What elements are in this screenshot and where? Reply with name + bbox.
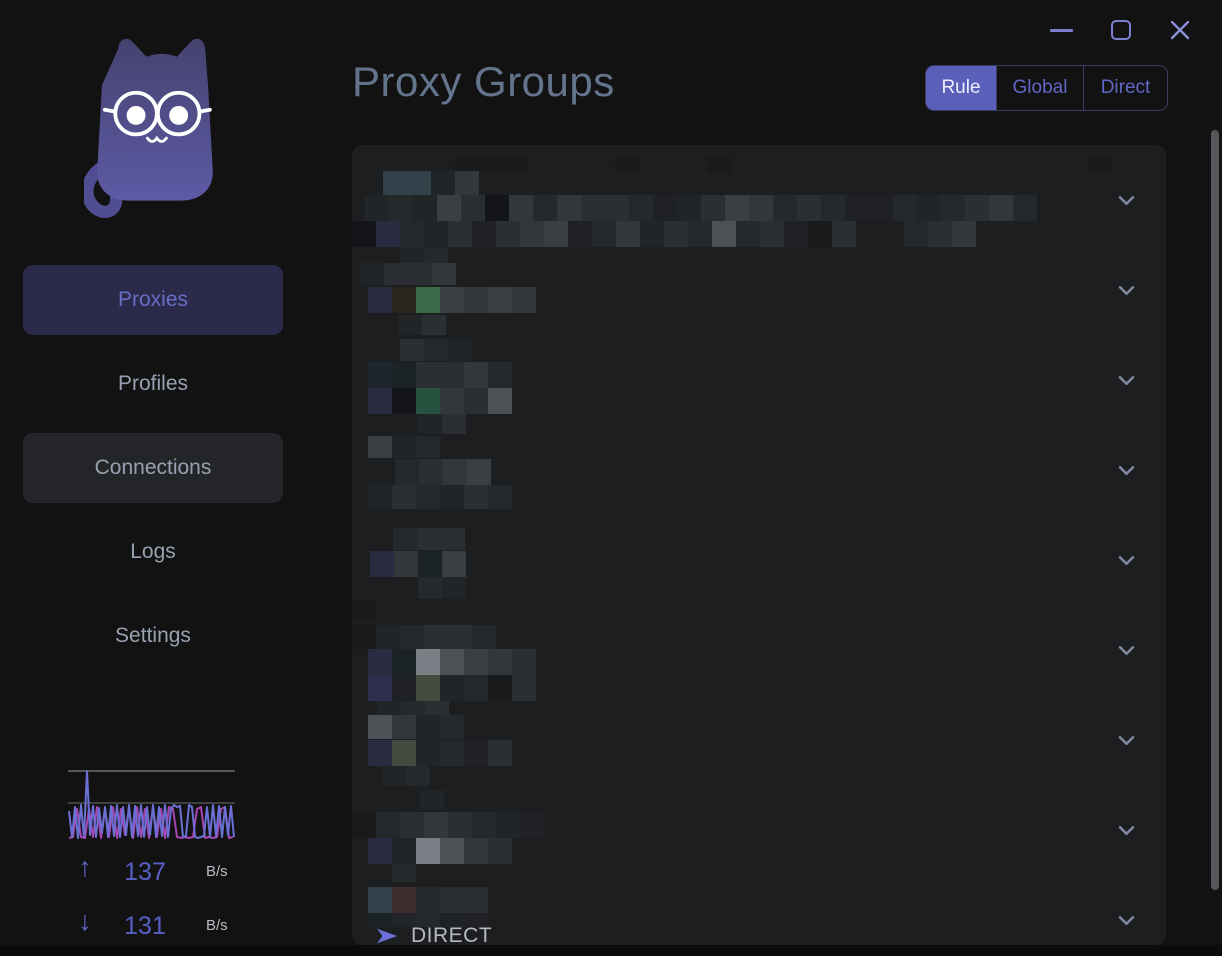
- censored-mosaic: [365, 195, 1037, 221]
- censored-mosaic: [352, 600, 376, 620]
- download-speed-unit: B/s: [206, 917, 228, 934]
- censored-mosaic: [352, 812, 544, 838]
- mode-tab-group: Rule Global Direct: [925, 65, 1168, 111]
- proxy-group-row[interactable]: [352, 605, 1166, 695]
- minimize-button[interactable]: [1046, 15, 1076, 45]
- censored-mosaic: [418, 414, 466, 434]
- censored-mosaic: [382, 766, 430, 786]
- proxy-group-row[interactable]: [352, 695, 1166, 785]
- censored-mosaic: [395, 459, 491, 485]
- download-arrow-icon: ↓: [78, 906, 92, 936]
- censored-mosaic: [352, 221, 976, 247]
- window-bottom-edge: [0, 945, 1222, 956]
- censored-mosaic: [418, 577, 466, 599]
- upload-speed-unit: B/s: [206, 863, 228, 880]
- censored-mosaic: [383, 171, 479, 197]
- chevron-down-icon[interactable]: [1113, 907, 1140, 933]
- cat-tail: [84, 160, 123, 218]
- censored-mosaic: [420, 790, 444, 810]
- censored-mosaic: [368, 287, 536, 313]
- tab-direct[interactable]: Direct: [1083, 66, 1167, 110]
- censored-mosaic: [455, 157, 527, 173]
- cat-logo: [84, 38, 213, 218]
- sidebar-item-settings[interactable]: Settings: [115, 624, 191, 647]
- traffic-graph: [68, 770, 235, 839]
- censored-mosaic: [368, 715, 464, 739]
- sidebar-item-connections[interactable]: Connections: [23, 433, 283, 503]
- censored-mosaic: [368, 740, 512, 766]
- chevron-down-icon[interactable]: [1113, 457, 1140, 483]
- censored-mosaic: [352, 625, 496, 649]
- chevron-down-icon[interactable]: [1113, 367, 1140, 393]
- chevron-down-icon[interactable]: [1113, 817, 1140, 843]
- censored-mosaic: [368, 913, 488, 927]
- censored-mosaic: [368, 388, 512, 414]
- direct-arrow-icon: [376, 928, 398, 944]
- upload-speed-value: 137: [124, 858, 166, 886]
- censored-mosaic: [400, 339, 472, 361]
- minimize-icon: [1049, 28, 1073, 32]
- censored-mosaic: [368, 887, 488, 913]
- scrollbar-thumb[interactable]: [1211, 130, 1219, 890]
- proxy-groups-panel: DIRECT: [352, 145, 1166, 945]
- chevron-down-icon[interactable]: [1113, 277, 1140, 303]
- sidebar-item-profiles[interactable]: Profiles: [117, 372, 189, 395]
- censored-mosaic: [368, 649, 536, 675]
- tab-rule[interactable]: Rule: [926, 66, 996, 110]
- censored-mosaic: [393, 528, 465, 550]
- proxy-group-row[interactable]: [352, 335, 1166, 425]
- download-speed-value: 131: [124, 912, 166, 940]
- chevron-down-icon[interactable]: [1113, 637, 1140, 663]
- proxy-group-row[interactable]: [352, 515, 1166, 605]
- censored-mosaic: [360, 263, 456, 285]
- cat-mouth: [146, 135, 168, 143]
- censored-mosaic: [368, 362, 512, 388]
- page-title: Proxy Groups: [352, 58, 615, 105]
- proxy-group-row[interactable]: [352, 425, 1166, 515]
- proxy-item-direct[interactable]: DIRECT: [374, 920, 492, 945]
- upload-arrow-icon: ↑: [78, 852, 92, 882]
- direct-label: DIRECT: [411, 924, 493, 945]
- proxy-group-row[interactable]: [352, 245, 1166, 335]
- censored-mosaic: [1088, 155, 1112, 173]
- close-icon: [1170, 20, 1190, 40]
- censored-mosaic: [370, 551, 466, 577]
- chevron-down-icon[interactable]: [1113, 187, 1140, 213]
- chevron-down-icon[interactable]: [1113, 727, 1140, 753]
- censored-mosaic: [398, 315, 446, 335]
- censored-mosaic: [615, 157, 639, 173]
- close-button[interactable]: [1165, 15, 1195, 45]
- proxy-group-row[interactable]: [352, 785, 1166, 875]
- upload-line: [68, 770, 235, 839]
- censored-mosaic: [707, 157, 731, 173]
- censored-mosaic: [392, 864, 416, 882]
- sidebar-item-proxies[interactable]: Proxies: [23, 265, 283, 335]
- glasses-right: [155, 90, 202, 137]
- censored-mosaic: [368, 436, 440, 458]
- maximize-icon: [1111, 20, 1131, 40]
- censored-mosaic: [368, 838, 512, 864]
- proxy-group-row[interactable]: [352, 875, 1166, 945]
- censored-mosaic: [368, 485, 512, 509]
- chevron-down-icon[interactable]: [1113, 547, 1140, 573]
- maximize-button[interactable]: [1106, 15, 1136, 45]
- proxy-group-row[interactable]: [352, 155, 1166, 245]
- sidebar-item-logs[interactable]: Logs: [130, 540, 176, 563]
- tab-global[interactable]: Global: [996, 66, 1083, 110]
- censored-mosaic: [368, 675, 536, 701]
